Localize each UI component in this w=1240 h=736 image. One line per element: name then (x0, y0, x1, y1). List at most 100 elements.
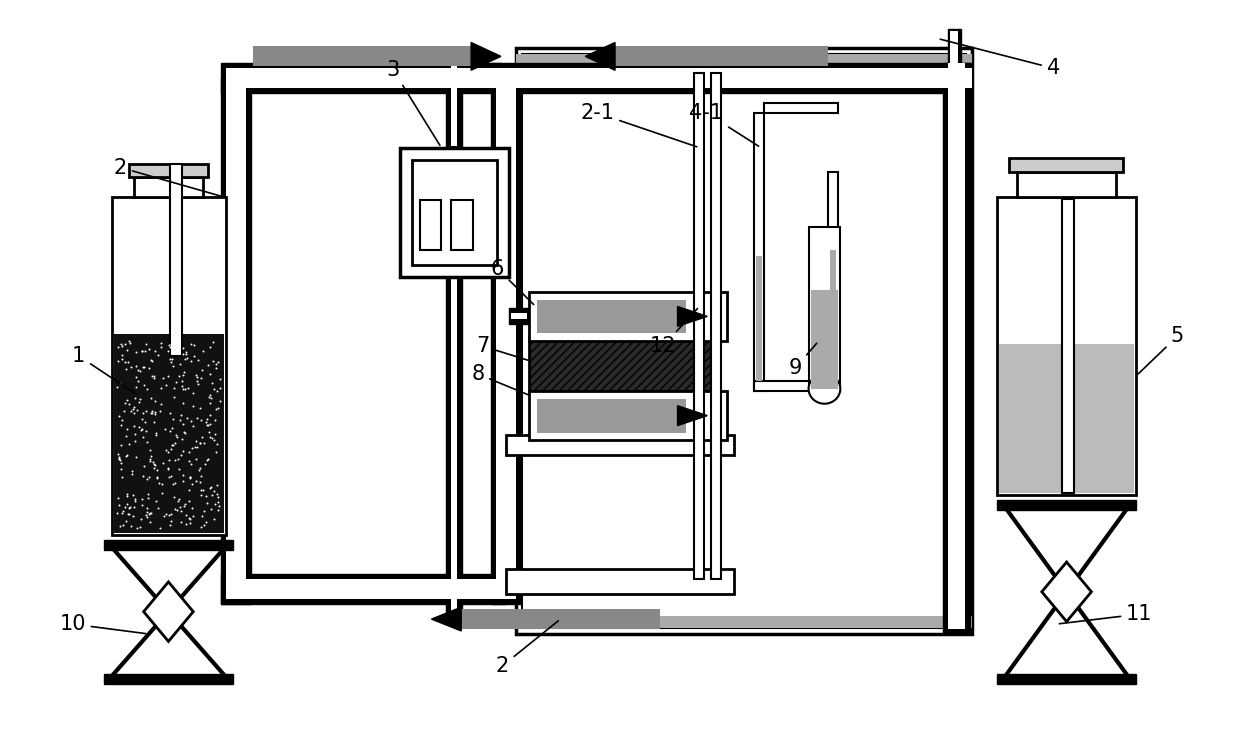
Point (172, 434, 192, 445)
Point (202, 489, 222, 501)
Point (180, 512, 200, 524)
Point (119, 336, 139, 347)
Text: 4: 4 (940, 39, 1060, 78)
Point (164, 342, 184, 354)
Point (148, 471, 167, 483)
Point (122, 465, 141, 477)
Point (172, 342, 192, 354)
Bar (754, 113, 764, 391)
Point (122, 520, 141, 532)
Bar (419, 200, 441, 250)
Point (110, 378, 130, 389)
Point (117, 490, 136, 502)
Polygon shape (585, 43, 615, 70)
Bar (537, 300, 686, 333)
Bar (451, 279, 458, 620)
Point (110, 457, 130, 469)
Point (113, 508, 133, 520)
Point (126, 381, 146, 393)
Point (177, 412, 197, 424)
Point (180, 471, 200, 483)
Point (113, 519, 133, 531)
Text: 10: 10 (60, 614, 146, 634)
Point (171, 449, 191, 461)
Point (172, 397, 192, 409)
Bar (451, 66, 458, 146)
Point (110, 439, 130, 451)
Point (136, 436, 156, 448)
Point (164, 491, 184, 503)
Point (139, 343, 159, 355)
Point (200, 482, 219, 494)
Point (180, 517, 200, 528)
Bar (104, 673, 233, 684)
Bar (511, 314, 527, 319)
Point (164, 478, 184, 490)
Bar (522, 54, 966, 628)
Point (119, 438, 139, 450)
Point (161, 470, 181, 482)
Point (161, 515, 181, 527)
Point (130, 521, 150, 533)
Point (110, 453, 130, 465)
Point (206, 362, 226, 374)
Point (129, 396, 149, 408)
Point (167, 503, 187, 515)
Point (174, 383, 193, 395)
Point (138, 511, 157, 523)
Bar (997, 673, 1136, 684)
Point (206, 403, 226, 415)
Text: 1: 1 (72, 346, 136, 394)
Point (159, 345, 179, 357)
Point (138, 502, 157, 514)
Point (181, 355, 201, 367)
Text: 2: 2 (496, 621, 558, 676)
Point (179, 484, 198, 495)
Point (126, 451, 146, 463)
Point (161, 338, 181, 350)
Bar (694, 74, 704, 579)
Point (169, 370, 188, 382)
Point (164, 439, 184, 451)
Point (145, 406, 165, 418)
Point (180, 472, 200, 484)
Point (130, 393, 150, 405)
Point (125, 495, 145, 507)
Point (117, 515, 136, 527)
Point (119, 337, 139, 349)
Point (201, 503, 221, 514)
Point (174, 369, 193, 381)
Point (187, 371, 207, 383)
Point (155, 423, 175, 435)
Point (162, 439, 182, 450)
Point (150, 478, 170, 489)
Bar (170, 163, 182, 356)
Point (191, 372, 211, 384)
Point (140, 456, 160, 467)
Point (144, 416, 164, 428)
Point (145, 395, 165, 407)
Point (185, 442, 205, 453)
Point (191, 484, 211, 496)
Point (192, 510, 212, 522)
Point (123, 511, 143, 523)
Point (108, 381, 128, 393)
Bar (226, 78, 246, 599)
Point (117, 449, 136, 461)
Point (210, 382, 229, 394)
Point (207, 492, 227, 503)
Bar (537, 399, 686, 433)
Point (210, 394, 229, 406)
Point (135, 361, 155, 373)
Point (164, 382, 184, 394)
Bar (942, 63, 971, 634)
Point (171, 408, 191, 420)
Point (113, 340, 133, 352)
Bar (226, 579, 501, 599)
Point (170, 493, 190, 505)
Point (205, 414, 224, 425)
Point (143, 407, 162, 419)
Point (128, 375, 148, 386)
Point (182, 387, 202, 399)
Bar (756, 256, 761, 381)
